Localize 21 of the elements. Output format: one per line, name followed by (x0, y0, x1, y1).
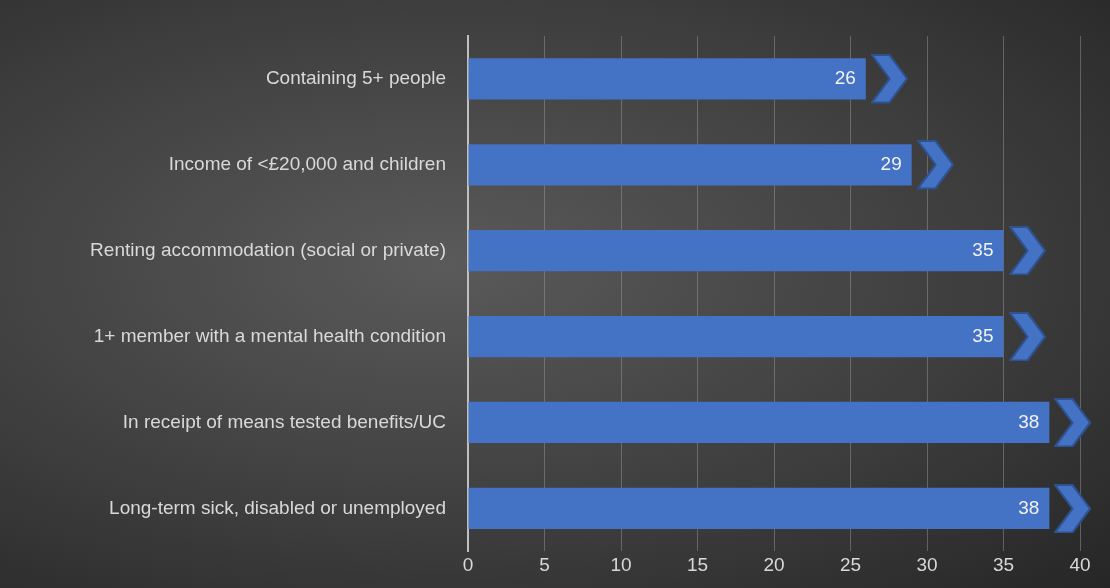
y-tick-label: Containing 5+ people (265, 67, 446, 89)
data-label: 29 (880, 153, 902, 175)
y-tick-label: 1+ member with a mental health condition (93, 324, 446, 346)
x-tick-label: 25 (839, 553, 862, 575)
x-tick-label: 0 (462, 553, 474, 575)
y-tick-label: Long-term sick, disabled or unemployed (109, 496, 446, 518)
data-label: 26 (834, 67, 856, 89)
data-label: 38 (1018, 410, 1040, 432)
data-label: 38 (1018, 496, 1040, 518)
y-tick-label: Income of <£20,000 and children (168, 153, 446, 175)
x-tick-label: 35 (992, 553, 1015, 575)
data-label: 35 (972, 324, 994, 346)
x-tick-label: 15 (686, 553, 709, 575)
y-tick-label: Renting accommodation (social or private) (90, 238, 446, 260)
x-tick-label: 20 (763, 553, 785, 575)
y-tick-label: In receipt of means tested benefits/UC (122, 410, 446, 432)
x-tick-label: 30 (916, 553, 938, 575)
x-tick-label: 40 (1069, 553, 1091, 575)
x-tick-label: 5 (539, 553, 550, 575)
data-label: 35 (972, 238, 994, 260)
x-tick-label: 10 (610, 553, 632, 575)
